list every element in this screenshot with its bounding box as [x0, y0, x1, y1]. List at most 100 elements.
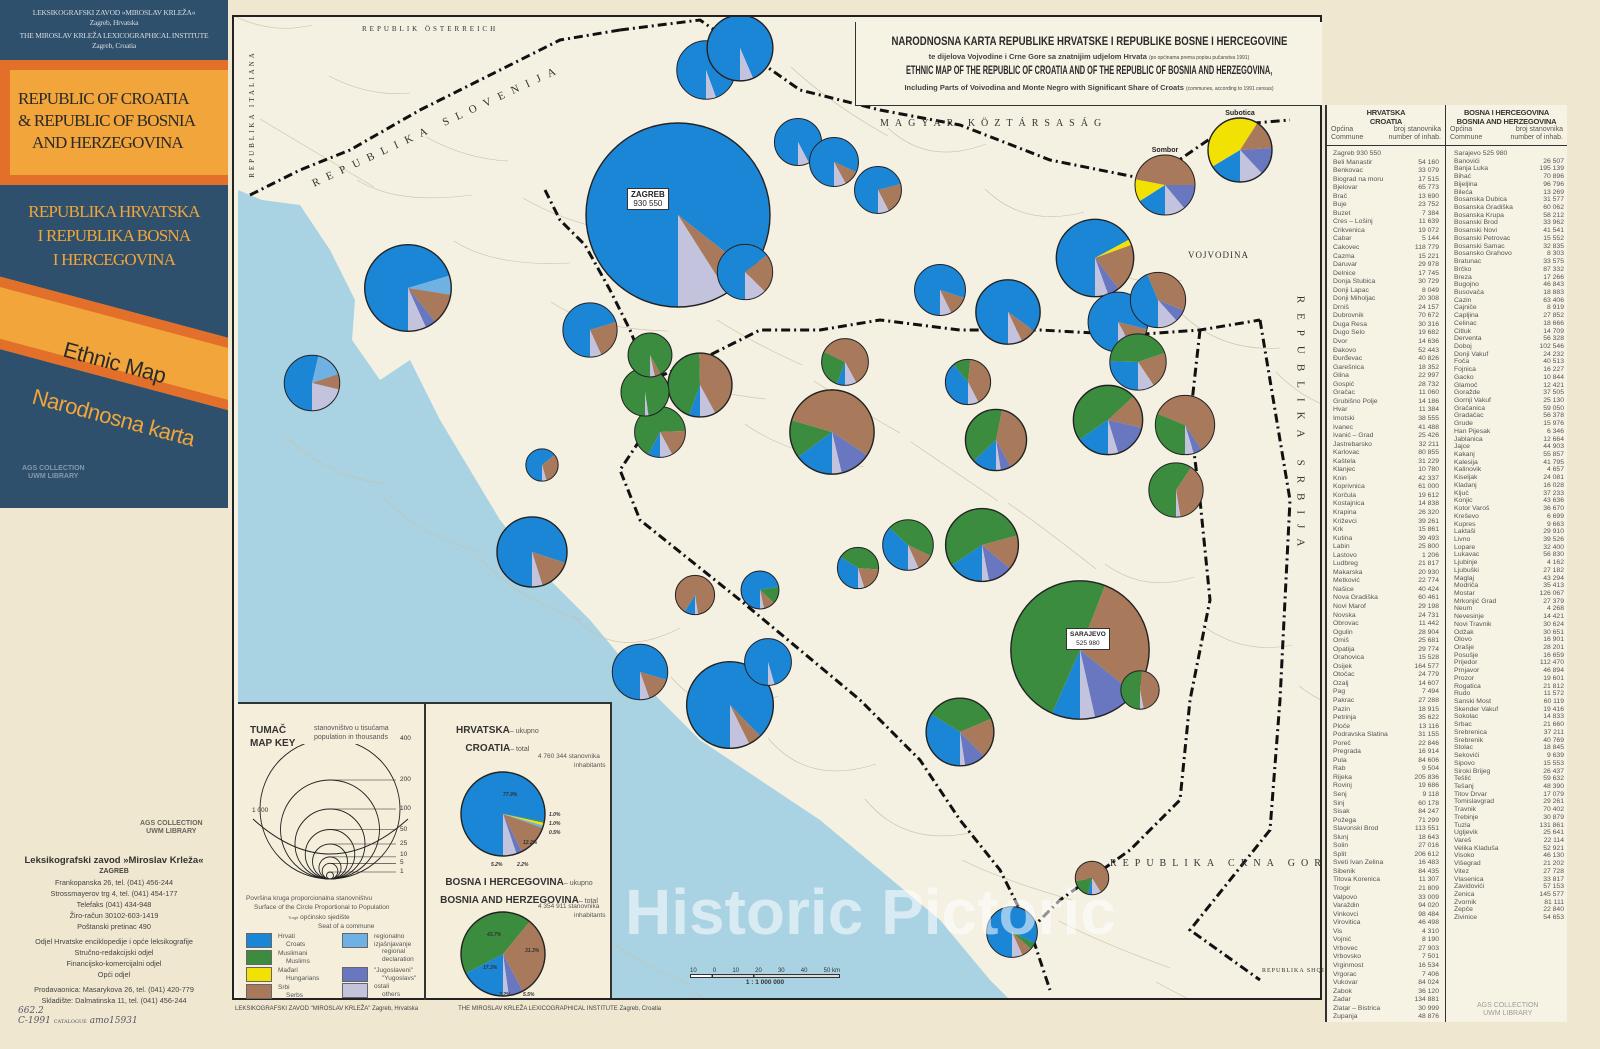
pie-sombor — [1134, 154, 1196, 216]
pie-slice-serbs — [996, 410, 1027, 467]
commune-name: Bosanski Šamac — [1454, 242, 1505, 250]
table-row: Foča 40 513 — [1454, 358, 1564, 366]
table-row: Vinkovci 98 484 — [1333, 911, 1439, 920]
commune-name: Busovača — [1454, 288, 1484, 296]
commune-population: 58 212 — [1543, 211, 1564, 219]
total-pie-label: 2.2% — [498, 992, 511, 998]
table-row: Gradačac 56 378 — [1454, 412, 1564, 420]
commune-name: Rijeka — [1333, 773, 1352, 781]
pie-slice-croats — [951, 545, 982, 582]
pie-požega — [914, 264, 966, 316]
commune-name: Banovići — [1454, 157, 1480, 165]
commune-name: Foča — [1454, 358, 1470, 366]
pie-trebinje — [1074, 860, 1110, 896]
commune-population: 37 211 — [1543, 728, 1564, 736]
commune-population: 48 390 — [1543, 782, 1564, 790]
table-row: Glina 22 997 — [1333, 372, 1439, 381]
table-row: Odžak 30 651 — [1454, 629, 1564, 637]
pie-slice-others — [1138, 362, 1154, 391]
publisher-departments: Odjel Hrvatske enciklopedije i opće leks… — [0, 936, 228, 980]
table-row: Gračac 11 060 — [1333, 389, 1439, 398]
table-row: Karlovac 80 855 — [1333, 449, 1439, 458]
pie-outline — [460, 771, 546, 857]
table-row: Zabok 36 120 — [1333, 988, 1439, 997]
label-serbia: REPUBLIKA SRBIJA — [1294, 295, 1307, 557]
publisher-en-city: Zagreb, Croatia — [91, 41, 137, 50]
pie-slice-croats — [686, 661, 774, 749]
commune-name: Drniš — [1333, 303, 1349, 311]
commune-population: 14 838 — [1418, 500, 1439, 508]
pie-slice-croats — [882, 527, 908, 571]
pie-slice-others — [590, 330, 602, 358]
commune-population: 46 498 — [1418, 919, 1439, 927]
key-circle-value: 200 — [400, 776, 411, 783]
commune-name: Vis — [1333, 927, 1343, 935]
pie-travnik — [882, 519, 934, 571]
pie-prijedor — [667, 352, 733, 418]
commune-population: 33 817 — [1543, 875, 1564, 883]
commune-name: Jajce — [1454, 443, 1470, 451]
commune-name: Virovitica — [1333, 919, 1361, 927]
pie-slice-others — [1095, 258, 1109, 297]
pie-slice-croats — [836, 362, 845, 386]
pie-slice-muslims — [1109, 333, 1165, 362]
commune-name: Brčko — [1454, 265, 1472, 273]
commune-name: Obrovac — [1333, 620, 1359, 628]
road-line — [282, 432, 387, 485]
commune-population: 22 846 — [1418, 739, 1439, 747]
bosnia-header-hr: BOSNA I HERCEGOVINA — [1463, 108, 1550, 117]
commune-name: Ljubinje — [1454, 559, 1478, 567]
table-row: Kutina 39 493 — [1333, 535, 1439, 544]
ethnic-group-key: Hrvati Croats Muslimani Muslims Mađari Hungar… — [246, 933, 422, 999]
commune-population: 80 855 — [1418, 449, 1439, 457]
pie-slice-croats — [1056, 219, 1130, 297]
pie-outline — [836, 546, 880, 590]
total-pie-label: 0.5% — [549, 830, 561, 836]
pie-slice-serbs — [503, 921, 545, 992]
total-pie-label: 5.2% — [491, 862, 503, 868]
stamp-line: AGS COLLECTION — [22, 465, 85, 472]
commune-name: Donja Stubica — [1333, 278, 1376, 286]
table-row: Modriča 35 413 — [1454, 582, 1564, 590]
pie-slice-others — [745, 272, 765, 300]
pie-slice-others — [768, 662, 775, 686]
commune-name: Sanski Most — [1454, 698, 1492, 706]
commune-name: Gornji Vakuf — [1454, 397, 1491, 404]
pie-slice-others — [1012, 932, 1023, 958]
footer-en: THE MIROSLAV KRLEŽA LEXICOGRAPHICAL INST… — [458, 1006, 662, 1012]
key-title-en: MAP KEY — [250, 738, 296, 749]
commune-name: Bihać — [1454, 173, 1472, 181]
table-row: Brčko 87 332 — [1454, 266, 1564, 274]
pie-slice-others — [960, 732, 966, 766]
commune-population: 29 910 — [1543, 528, 1564, 536]
table-row: Varaždin 94 020 — [1333, 902, 1439, 911]
commune-name: Ivanić – Grad — [1333, 432, 1374, 440]
commune-population: 21 817 — [1418, 560, 1439, 568]
table-row: Glamoč 12 421 — [1454, 382, 1564, 390]
pie-outline — [1134, 154, 1196, 216]
commune-name: Livno — [1454, 535, 1471, 543]
pie-slice-serbs — [1008, 312, 1034, 341]
commune-population: 23 752 — [1418, 201, 1439, 209]
pie-slice-others — [1108, 420, 1119, 455]
commune-population: 41 795 — [1543, 458, 1564, 466]
commune-name: Bjelovar — [1333, 184, 1358, 192]
table-row: Kupres 9 663 — [1454, 521, 1564, 529]
commune-name: Ozalj — [1333, 679, 1349, 687]
commune-population: 27 852 — [1543, 312, 1564, 320]
pie-slice-serbs — [675, 575, 715, 615]
commune-name: Vrbovec — [1333, 944, 1358, 952]
commune-table: HRVATSKA CROATIA Općina broj stanovnika Co… — [1325, 105, 1567, 1022]
key-circle-value: 400 — [400, 735, 411, 742]
title-en-line: AND HERZEGOVINA — [32, 133, 184, 152]
commune-population: 25 130 — [1543, 397, 1564, 404]
commune-name: Velika Kladuša — [1454, 844, 1499, 852]
pie-slice-serbs — [791, 389, 875, 456]
commune-name: Vareš — [1454, 836, 1472, 844]
commune-name: Stolac — [1454, 744, 1473, 752]
commune-population: 24 232 — [1543, 350, 1564, 358]
commune-population: 15 221 — [1418, 252, 1439, 260]
commune-population: 13 269 — [1543, 188, 1564, 196]
pie-slice-serbs — [1138, 352, 1167, 386]
table-row: Lukavac 56 830 — [1454, 551, 1564, 559]
